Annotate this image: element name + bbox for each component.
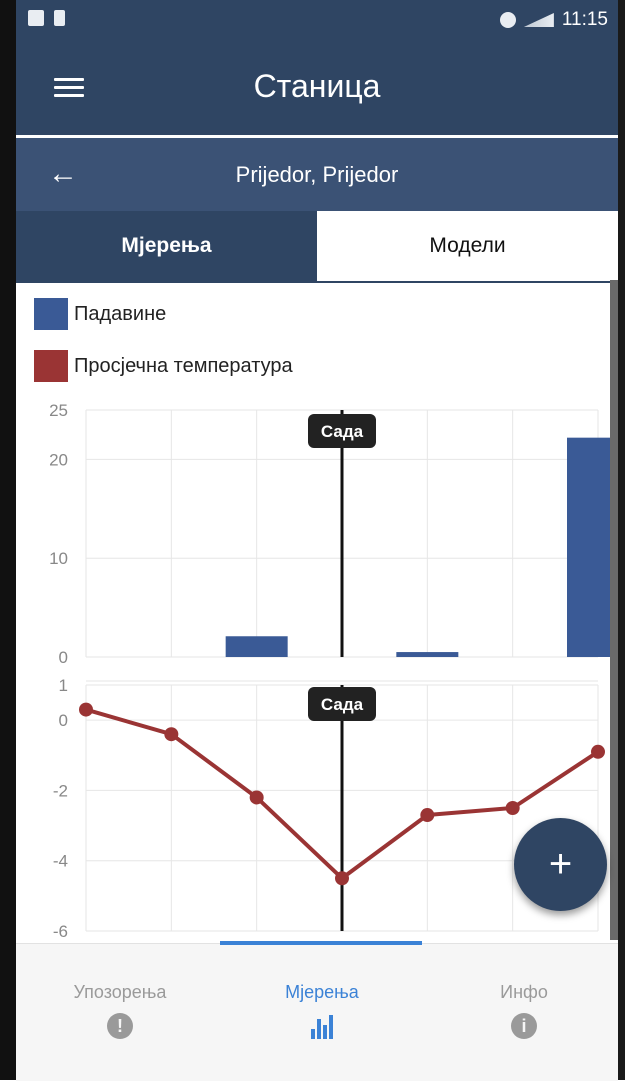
nav-measurements-label: Мјерења (285, 982, 359, 1002)
tab-models[interactable]: Модели (317, 211, 618, 281)
temp-point-3 (335, 871, 349, 886)
precip-bar-6 (567, 437, 616, 657)
station-name: Prijedor, Prijedor (235, 162, 399, 187)
nav-measurements[interactable]: Мјерења (222, 982, 422, 1039)
precip-bar-2 (225, 636, 288, 657)
temp-point-5 (505, 801, 520, 815)
screen-edge-right (618, 0, 625, 1080)
station-header: ← Prijedor, Prijedor (16, 138, 618, 211)
alert-icon: ! (107, 1013, 133, 1039)
precip-ytick-label: 0 (59, 648, 68, 667)
chart-legend: Падавине Просјечна температура (34, 298, 293, 402)
precip-ytick-label: 25 (49, 401, 68, 420)
status-time: 11:15 (561, 9, 608, 30)
battery-notification-icon (54, 10, 65, 26)
legend-label-temperature: Просјечна температура (74, 354, 293, 377)
status-bar: 11:15 (16, 0, 618, 40)
image-notification-icon (28, 10, 44, 26)
page-title: Станица (253, 68, 381, 104)
app-bar: Станица (16, 40, 618, 135)
hamburger-menu-icon[interactable] (54, 78, 84, 98)
screen-edge-left (0, 0, 16, 1080)
legend-item-precipitation: Падавине (34, 298, 293, 330)
nav-info[interactable]: Инфо i (424, 982, 624, 1039)
temp-point-1 (164, 727, 179, 742)
legend-item-temperature: Просјечна температура (34, 350, 293, 382)
scrollbar[interactable] (610, 280, 618, 940)
temp-now-badge (308, 687, 376, 721)
temp-point-4 (420, 808, 435, 823)
alarm-icon (499, 12, 516, 28)
temp-ytick-label: -6 (53, 922, 68, 941)
nav-info-label: Инфо (500, 982, 548, 1002)
nav-warnings[interactable]: Упозорења ! (20, 982, 220, 1039)
legend-label-precipitation: Падавине (74, 302, 167, 325)
temp-ytick-label: 1 (59, 676, 68, 695)
legend-swatch-precipitation (34, 298, 68, 330)
bar-chart-icon (311, 1015, 333, 1039)
temp-point-2 (249, 790, 264, 805)
temp-ytick-label: -2 (53, 781, 68, 800)
precip-now-label: Сада (321, 422, 364, 441)
arrow-left-icon[interactable]: ← (48, 157, 78, 190)
temp-ytick-label: -4 (53, 852, 68, 871)
precip-now-badge (308, 414, 376, 448)
active-tab-indicator (220, 941, 422, 945)
temp-now-label: Сада (321, 695, 364, 714)
precip-bar-4 (396, 652, 459, 657)
temp-ytick-label: 0 (59, 711, 68, 730)
nav-warnings-label: Упозорења (73, 982, 167, 1002)
legend-swatch-temperature (34, 350, 68, 382)
precip-ytick-label: 20 (49, 450, 68, 469)
temp-point-6 (591, 744, 605, 759)
signal-icon (523, 13, 554, 27)
tab-measurements[interactable]: Мјерења (16, 211, 317, 281)
bottom-navigation: Упозорења ! Мјерења Инфо i (16, 941, 618, 1081)
info-icon: i (511, 1013, 537, 1039)
precip-ytick-label: 10 (49, 549, 68, 568)
temp-point-0 (79, 702, 93, 717)
tab-bar: Мјерења Модели (16, 211, 618, 283)
add-button[interactable]: + (514, 818, 607, 911)
